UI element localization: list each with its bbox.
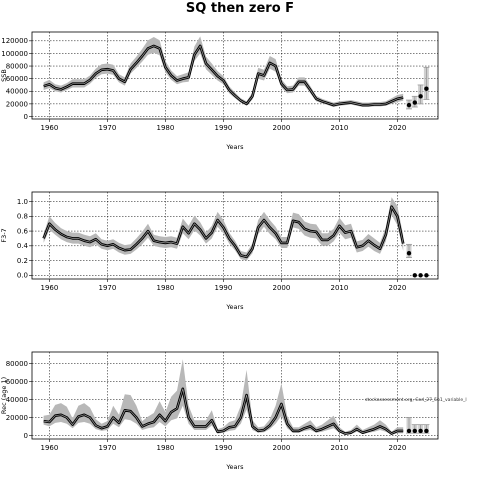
y-tick-label: 60000 — [6, 378, 28, 386]
y-tick-label: 0 — [24, 113, 28, 121]
projection-point — [412, 100, 417, 105]
x-tick-label: 1980 — [156, 444, 174, 452]
estimate-line-center — [43, 45, 404, 106]
projection-point — [418, 94, 423, 99]
x-tick-label: 1980 — [156, 284, 174, 292]
x-tick-label: 1980 — [156, 124, 174, 132]
estimate-line — [43, 387, 404, 435]
y-tick-label: 0.8 — [17, 213, 28, 221]
projection-point — [418, 273, 423, 278]
y-tick-label: 0.6 — [17, 227, 29, 235]
x-tick-label: 1960 — [40, 124, 58, 132]
projection-point — [424, 273, 429, 278]
y-tick-label: 100000 — [1, 50, 28, 58]
projection-point — [412, 428, 417, 434]
x-tick-label: 1990 — [214, 444, 232, 452]
y-tick-label: 0.2 — [17, 257, 28, 265]
figure-title: SQ then zero F — [186, 1, 294, 16]
x-tick-label: 2000 — [272, 284, 290, 292]
x-tick-label: 2020 — [388, 124, 406, 132]
y-tick-label: 0 — [24, 432, 28, 440]
projection-point — [424, 86, 429, 91]
x-tick-label: 1970 — [98, 124, 116, 132]
projection-point — [406, 102, 412, 108]
panel-fbar: 1960 1970 1980 1990 2000 2010 2020 0.0 0.2 0.4 0.6… — [0, 191, 439, 311]
x-tick-label: 2020 — [388, 444, 406, 452]
y-tick-label: 80000 — [6, 360, 28, 368]
projection-point — [406, 428, 412, 434]
x-tick-label: 1960 — [40, 284, 58, 292]
x-tick-label: 1990 — [214, 124, 232, 132]
x-axis-label: Years — [225, 143, 244, 151]
x-axis-label: Years — [225, 463, 244, 471]
x-tick-label: 1970 — [98, 284, 116, 292]
x-tick-label: 2010 — [330, 284, 348, 292]
y-tick-label: 40000 — [6, 88, 28, 96]
y-tick-label: 20000 — [6, 100, 28, 108]
y-tick-label: 1.0 — [17, 198, 28, 206]
x-tick-label: 1960 — [40, 444, 58, 452]
panel-ssb: 1960 1970 1980 1990 2000 2010 2020 0 20000 40000 6… — [0, 31, 439, 151]
y-tick-label: 80000 — [6, 62, 28, 70]
x-tick-label: 2010 — [330, 444, 348, 452]
estimate-line-center — [43, 388, 404, 434]
x-tick-label: 1970 — [98, 444, 116, 452]
y-tick-label: 60000 — [6, 75, 28, 83]
x-axis-label: Years — [225, 303, 244, 311]
x-tick-label: 2020 — [388, 284, 406, 292]
x-tick-label: 2000 — [272, 444, 290, 452]
axes-frame — [31, 191, 439, 280]
projection-point — [412, 273, 417, 278]
projection-point — [406, 250, 412, 256]
panel-recruits: 1960 1970 1980 1990 2000 2010 2020 0 20000 40000 6… — [0, 351, 439, 471]
y-axis-label: Rec (age 1) — [0, 377, 8, 414]
x-tick-label: 1990 — [214, 284, 232, 292]
y-tick-label: 0.0 — [17, 272, 28, 280]
axes-frame — [31, 31, 439, 120]
x-tick-label: 2000 — [272, 124, 290, 132]
watermark-text: stockassessment.org, Cod_27_5b1_variable… — [365, 397, 467, 403]
y-tick-label: 120000 — [1, 37, 28, 45]
y-tick-label: 40000 — [6, 396, 28, 404]
projection-point — [418, 428, 423, 434]
y-axis-label: F3-7 — [0, 228, 8, 242]
y-axis-label: SSB — [0, 69, 8, 82]
y-tick-label: 20000 — [6, 414, 28, 422]
estimate-line-center — [43, 206, 404, 258]
projection-point — [424, 428, 429, 434]
axes-frame — [31, 351, 439, 440]
y-tick-label: 0.4 — [17, 242, 29, 250]
x-tick-label: 2010 — [330, 124, 348, 132]
